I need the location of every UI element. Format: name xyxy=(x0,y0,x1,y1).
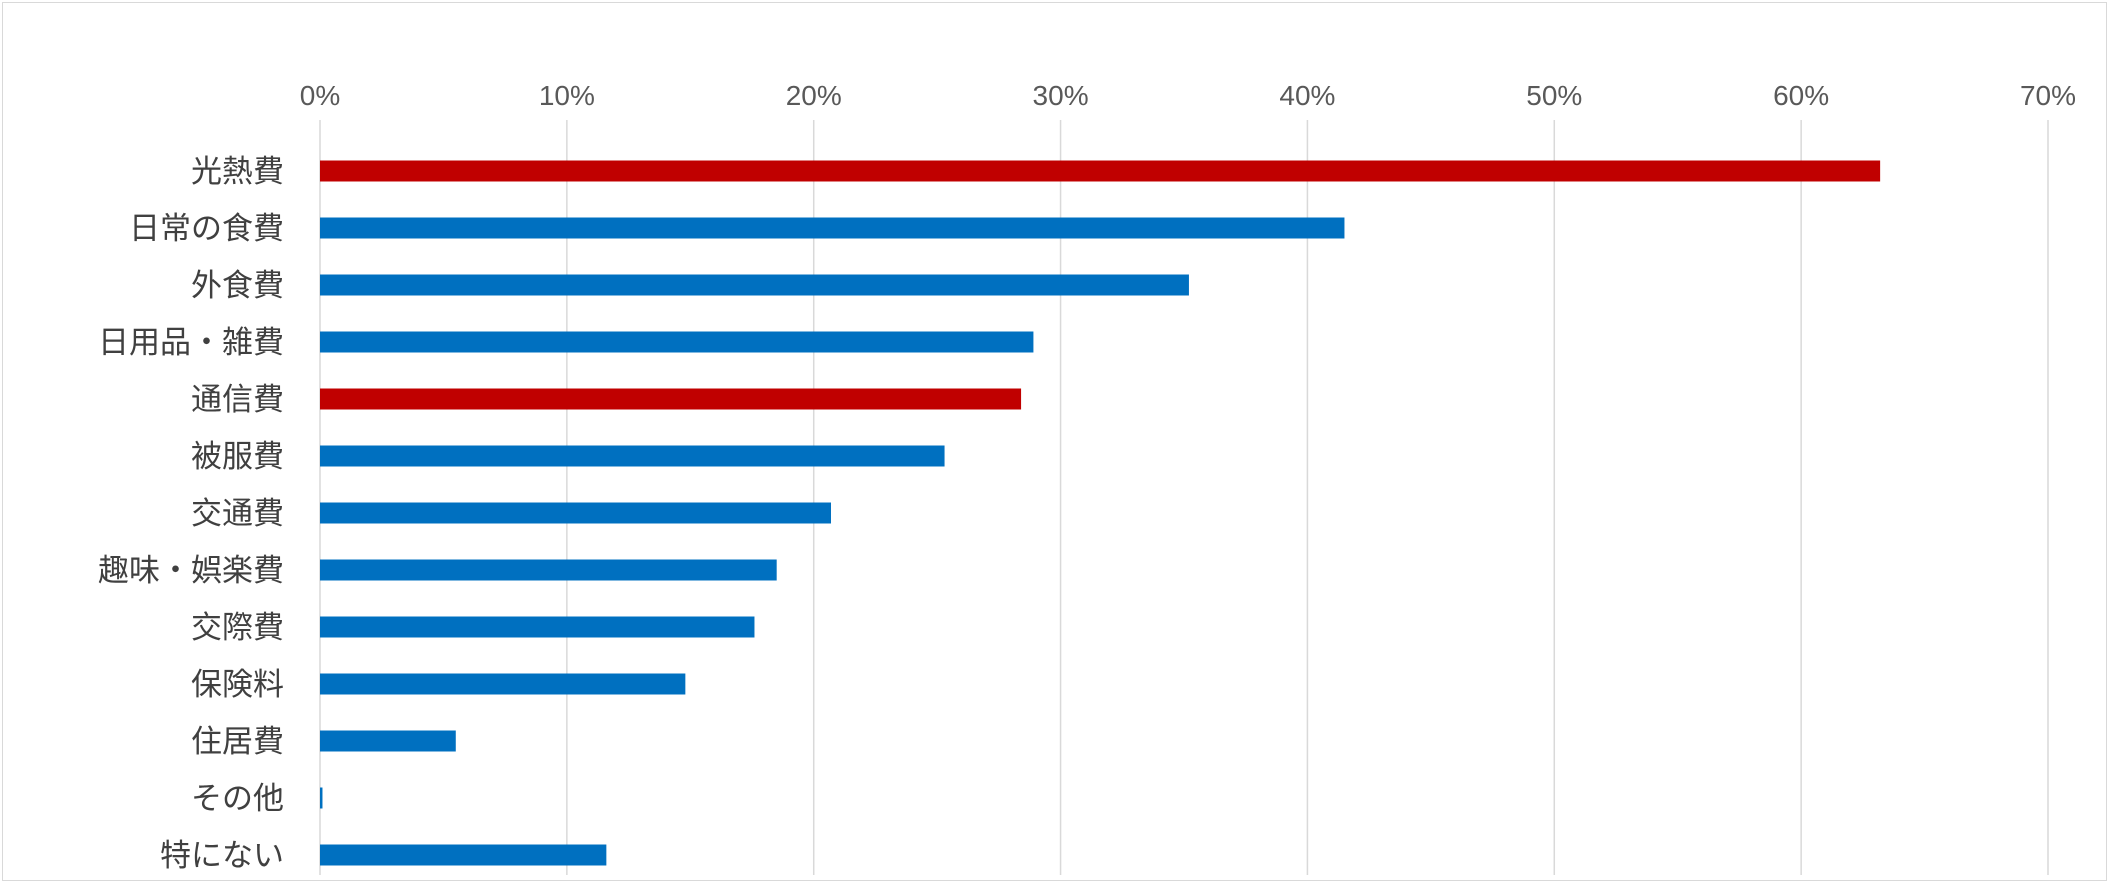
category-label: 日用品・雑費 xyxy=(98,325,284,361)
category-label: 保険料 xyxy=(191,667,284,703)
bar xyxy=(320,388,1022,410)
category-label: 光熱費 xyxy=(191,154,284,190)
x-tick-label: 70% xyxy=(2020,80,2076,111)
bar xyxy=(320,787,323,809)
x-tick-label: 0% xyxy=(300,80,340,111)
category-label: 外食費 xyxy=(191,268,284,304)
x-tick-label: 30% xyxy=(1033,80,1089,111)
bar xyxy=(320,559,777,581)
bar xyxy=(320,844,607,866)
category-label: 趣味・娯楽費 xyxy=(98,553,284,589)
x-tick-label: 60% xyxy=(1773,80,1829,111)
bars xyxy=(320,160,1881,866)
category-label: 被服費 xyxy=(191,439,284,475)
bar xyxy=(320,616,755,638)
category-label: 交際費 xyxy=(191,610,284,646)
bar xyxy=(320,502,831,524)
category-labels: 光熱費日常の食費外食費日用品・雑費通信費被服費交通費趣味・娯楽費交際費保険料住居… xyxy=(98,154,284,874)
category-label: 特にない xyxy=(160,838,284,874)
x-tick-label: 10% xyxy=(539,80,595,111)
x-axis-tick-labels: 0% 10% 20% 30% 40% 50% 60% 70% xyxy=(300,80,2076,111)
bar xyxy=(320,274,1189,296)
x-tick-label: 40% xyxy=(1279,80,1335,111)
bar xyxy=(320,673,686,695)
category-label: 交通費 xyxy=(191,496,284,532)
bar xyxy=(320,730,456,752)
x-tick-label: 20% xyxy=(786,80,842,111)
category-label: その他 xyxy=(191,781,284,817)
bar xyxy=(320,445,945,467)
category-label: 通信費 xyxy=(191,382,284,418)
bar xyxy=(320,331,1034,353)
bar xyxy=(320,217,1345,239)
category-label: 住居費 xyxy=(191,724,284,760)
category-label: 日常の食費 xyxy=(129,211,284,247)
x-tick-label: 50% xyxy=(1526,80,1582,111)
bar xyxy=(320,160,1881,182)
